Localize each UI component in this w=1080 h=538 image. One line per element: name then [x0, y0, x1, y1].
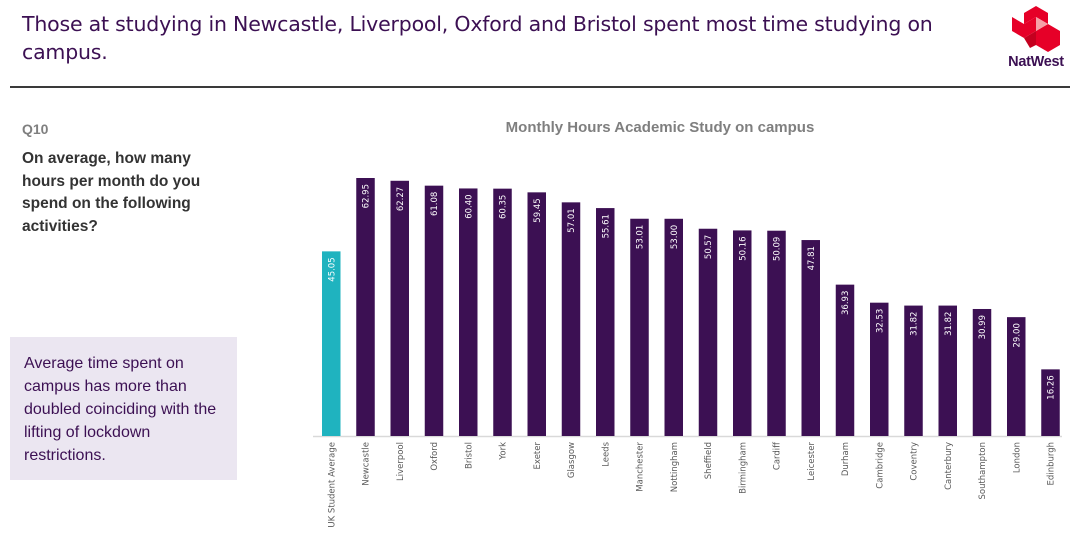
data-label: 59.45	[533, 198, 543, 222]
data-label: 29.00	[1012, 323, 1022, 347]
chart-title: Monthly Hours Academic Study on campus	[505, 119, 815, 136]
category-label: Canterbury	[944, 442, 954, 490]
data-label: 47.81	[807, 246, 817, 270]
category-label: Birmingham	[738, 442, 748, 494]
data-label: 45.05	[327, 257, 337, 281]
bar-durham	[835, 284, 855, 436]
data-label: 57.01	[567, 208, 577, 232]
data-label: 62.95	[362, 184, 372, 208]
category-label: Manchester	[636, 442, 646, 492]
header-divider	[10, 86, 1070, 88]
bar-oxford	[424, 185, 444, 436]
category-label: Cambridge	[875, 442, 885, 489]
bar-glasgow	[561, 202, 581, 436]
category-label: Sheffield	[704, 442, 714, 479]
category-label: Cardiff	[773, 441, 783, 470]
bar-london	[1007, 317, 1026, 436]
bar-york	[493, 188, 512, 436]
natwest-logo: NatWest	[1004, 4, 1068, 76]
natwest-cubes-icon	[1012, 6, 1060, 52]
bar-edinburgh	[1041, 369, 1060, 436]
question-text: On average, how many hours per month do …	[22, 150, 201, 235]
category-label: Liverpool	[396, 442, 406, 481]
bar-liverpool	[390, 180, 409, 436]
data-label: 53.00	[670, 225, 680, 249]
category-label: Newcastle	[362, 442, 372, 486]
bar-cardiff	[767, 230, 786, 436]
bar-newcastle	[356, 178, 375, 436]
category-label: Exeter	[533, 442, 543, 470]
bar-manchester	[630, 218, 649, 436]
category-label: Southampton	[978, 442, 988, 500]
data-label: 30.99	[978, 315, 988, 339]
data-label: 31.82	[944, 312, 954, 336]
category-label: Durham	[841, 442, 851, 476]
category-label: London	[1012, 442, 1022, 473]
data-label: 16.26	[1047, 375, 1057, 399]
bar-birmingham	[733, 230, 752, 436]
bar-canterbury	[938, 305, 957, 436]
data-label: 61.08	[430, 192, 440, 216]
category-label: Glasgow	[567, 442, 577, 478]
page-headline: Those at studying in Newcastle, Liverpoo…	[22, 12, 933, 64]
category-label: Leeds	[601, 441, 611, 466]
bar-leicester	[801, 240, 820, 436]
bar-uk-student-average	[322, 251, 341, 436]
data-label: 36.93	[841, 291, 851, 315]
question-number: Q10	[22, 121, 49, 137]
data-label: 50.09	[773, 237, 783, 261]
category-label: Bristol	[464, 442, 474, 469]
callout-text: Average time spent on campus has more th…	[24, 355, 217, 464]
data-label: 32.53	[875, 309, 885, 333]
bar-coventry	[904, 305, 923, 436]
bar-sheffield	[698, 228, 718, 436]
bar-cambridge	[870, 302, 889, 436]
category-label: York	[499, 442, 509, 461]
bar-leeds	[596, 208, 615, 436]
category-label: Edinburgh	[1047, 442, 1057, 485]
logo-text: NatWest	[1008, 54, 1064, 70]
category-label: Coventry	[910, 442, 920, 481]
data-label: 31.82	[910, 312, 920, 336]
data-label: 50.16	[738, 236, 748, 260]
data-label: 62.27	[396, 187, 406, 211]
category-label: Leicester	[807, 442, 817, 481]
bar-bristol	[459, 188, 478, 436]
data-label: 60.35	[499, 195, 509, 219]
category-label: Oxford	[430, 442, 440, 471]
bar-nottingham	[664, 218, 683, 436]
data-label: 55.61	[601, 214, 611, 238]
category-label: UK Student Average	[327, 442, 337, 528]
category-label: Nottingham	[670, 442, 680, 492]
bar-exeter	[527, 192, 546, 436]
bar-southampton	[972, 308, 992, 436]
data-label: 50.57	[704, 235, 714, 259]
insight-callout: Average time spent on campus has more th…	[10, 337, 237, 480]
data-label: 53.01	[636, 225, 646, 249]
data-label: 60.40	[464, 194, 474, 218]
